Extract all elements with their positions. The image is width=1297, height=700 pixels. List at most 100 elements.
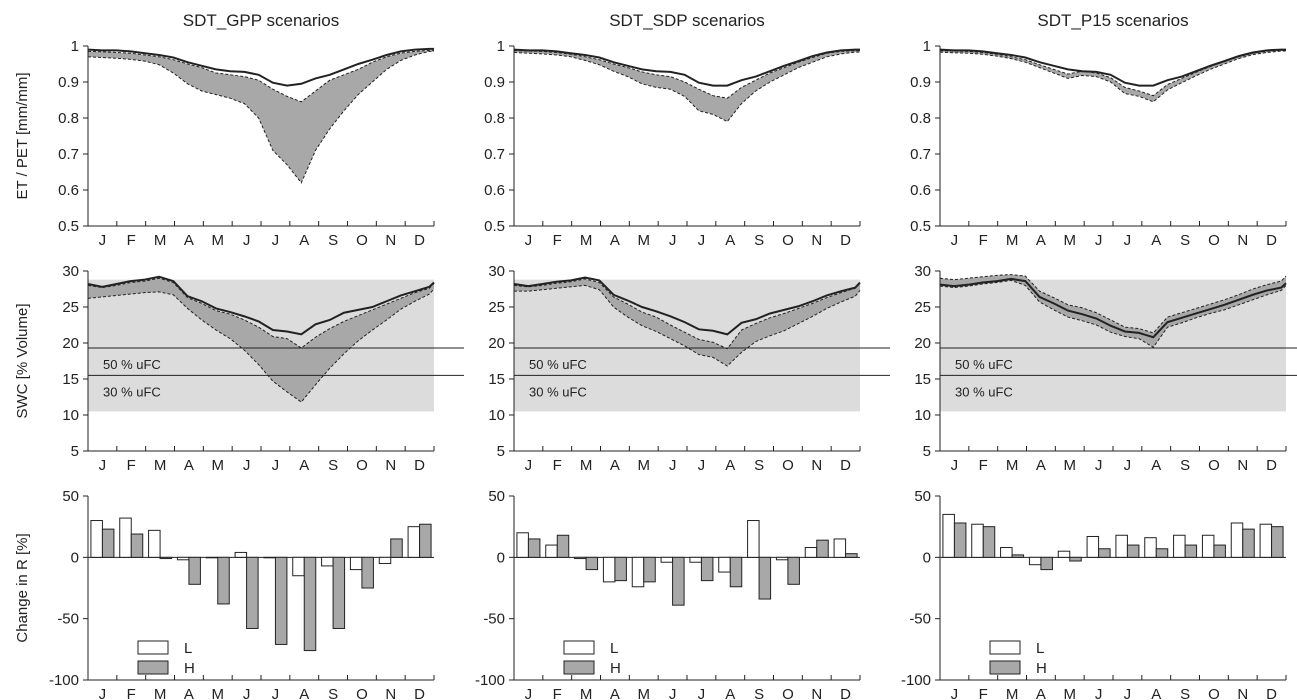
x-tick-label-4: M — [212, 686, 225, 700]
x-tick-label-7: A — [299, 457, 309, 474]
x-tick-label-3: A — [610, 232, 620, 249]
bar-L-O-9 — [349, 556, 363, 571]
bar-H-M-4 — [1069, 556, 1082, 562]
scenario-range-band — [88, 278, 434, 403]
x-tick-label-2: M — [1006, 232, 1019, 249]
bar-L-M-2 — [574, 556, 587, 560]
y-tick-label-5: 1 — [497, 38, 505, 55]
y-tick-label-0: -100 — [475, 672, 505, 689]
bar-H-A-3 — [614, 556, 627, 582]
bar-L-F-1 — [545, 544, 558, 558]
x-tick-label-11: D — [1266, 232, 1277, 249]
x-tick-label-9: O — [1208, 686, 1220, 700]
bar-H-O-9 — [1213, 544, 1226, 558]
legend-swatch-L — [563, 640, 595, 655]
y-tick-label-3: 20 — [62, 335, 79, 352]
x-tick-label-5: J — [243, 232, 251, 249]
x-tick-label-1: F — [553, 457, 562, 474]
y-tick-label-1: -50 — [483, 611, 505, 628]
bar-L-J-0 — [90, 520, 103, 558]
bar-L-A-7 — [292, 556, 305, 577]
x-tick-label-6: J — [698, 686, 706, 700]
bar-H-D-11 — [845, 553, 858, 558]
y-tick-label-0: -100 — [901, 672, 931, 689]
legend-swatch-H — [563, 660, 595, 675]
y-tick-label-1: -50 — [57, 611, 79, 628]
x-tick-label-7: A — [1151, 457, 1161, 474]
bar-H-M-4 — [643, 556, 656, 583]
scenario-upper-line — [939, 274, 1287, 334]
y-tick-label-2: 15 — [914, 371, 931, 388]
y-tick-label-2: 0 — [923, 549, 931, 566]
bar-L-J-0 — [516, 532, 529, 558]
x-tick-label-6: J — [1124, 686, 1132, 700]
x-tick-label-7: A — [1151, 686, 1161, 700]
bar-H-A-7 — [303, 556, 317, 652]
x-tick-label-9: O — [356, 232, 368, 249]
bar-H-J-6 — [700, 556, 714, 582]
y-tick-label-1: 0.6 — [484, 182, 505, 199]
threshold-label-0: 50 % uFC — [103, 357, 161, 372]
bar-L-S-8 — [747, 520, 760, 558]
bar-L-A-7 — [718, 556, 731, 573]
x-tick-label-3: A — [1036, 457, 1046, 474]
x-tick-label-10: N — [1237, 232, 1248, 249]
x-tick-label-2: M — [1006, 686, 1019, 700]
legend-label-L: L — [610, 640, 618, 657]
panel-et-gpp: SDT_GPP scenarios ET / PET [mm/mm] 0.5 0.6 0… — [14, 11, 435, 249]
bar-L-N-10 — [804, 547, 818, 558]
bar-L-S-8 — [1173, 534, 1186, 558]
x-tick-label-11: D — [414, 457, 425, 474]
scenario-range-band — [514, 278, 860, 367]
y-tick-label-1: 0.6 — [910, 182, 931, 199]
bar-L-A-3 — [176, 556, 190, 561]
bar-L-S-8 — [321, 556, 334, 567]
bar-H-J-5 — [246, 556, 259, 629]
x-tick-label-6: J — [1124, 457, 1132, 474]
x-tick-label-10: N — [1237, 457, 1248, 474]
x-tick-label-10: N — [811, 457, 822, 474]
bar-H-N-10 — [390, 538, 403, 558]
bar-H-N-10 — [1242, 528, 1255, 558]
legend-swatch-L — [137, 640, 169, 655]
threshold-label-1: 30 % uFC — [103, 384, 161, 399]
bar-H-M-2 — [1011, 554, 1025, 558]
x-tick-label-1: F — [553, 686, 562, 700]
y-tick-label-0: -100 — [49, 672, 79, 689]
bar-H-M-2 — [159, 556, 173, 560]
y-tick-label-2: 0.7 — [910, 146, 931, 163]
panel-title: SDT_GPP scenarios — [183, 11, 340, 30]
y-axis-label: SWC [% Volume] — [14, 303, 31, 418]
bar-H-O-9 — [361, 556, 374, 589]
bar-L-A-3 — [1028, 556, 1042, 566]
x-tick-label-7: A — [725, 457, 735, 474]
bar-L-N-10 — [1230, 522, 1244, 558]
x-tick-label-11: D — [840, 232, 851, 249]
y-tick-label-1: -50 — [909, 611, 931, 628]
bar-L-M-2 — [1000, 547, 1013, 558]
panel-r-gpp: Change in R [%] LH -100 -50 0 50 J F M A M J J A S O N D — [14, 488, 435, 700]
y-tick-label-5: 30 — [914, 263, 931, 280]
x-tick-label-2: M — [154, 457, 167, 474]
y-tick-label-4: 25 — [488, 299, 505, 316]
x-tick-label-5: J — [1095, 232, 1103, 249]
x-tick-label-7: A — [725, 686, 735, 700]
x-tick-label-4: M — [212, 457, 225, 474]
y-axis-label: ET / PET [mm/mm] — [14, 73, 31, 200]
x-tick-label-11: D — [1266, 457, 1277, 474]
y-tick-label-2: 0.7 — [484, 146, 505, 163]
scenario-range-band — [88, 50, 434, 183]
bar-H-A-3 — [188, 556, 201, 585]
x-tick-label-0: J — [951, 457, 959, 474]
y-axis-label: Change in R [%] — [14, 533, 31, 642]
reference-line — [939, 48, 1286, 87]
threshold-label-0: 50 % uFC — [529, 357, 587, 372]
x-tick-label-9: O — [782, 457, 794, 474]
x-tick-label-9: O — [782, 232, 794, 249]
threshold-label-0: 50 % uFC — [955, 357, 1013, 372]
x-tick-label-0: J — [951, 232, 959, 249]
x-tick-label-4: M — [638, 686, 651, 700]
x-tick-label-8: S — [328, 686, 338, 700]
